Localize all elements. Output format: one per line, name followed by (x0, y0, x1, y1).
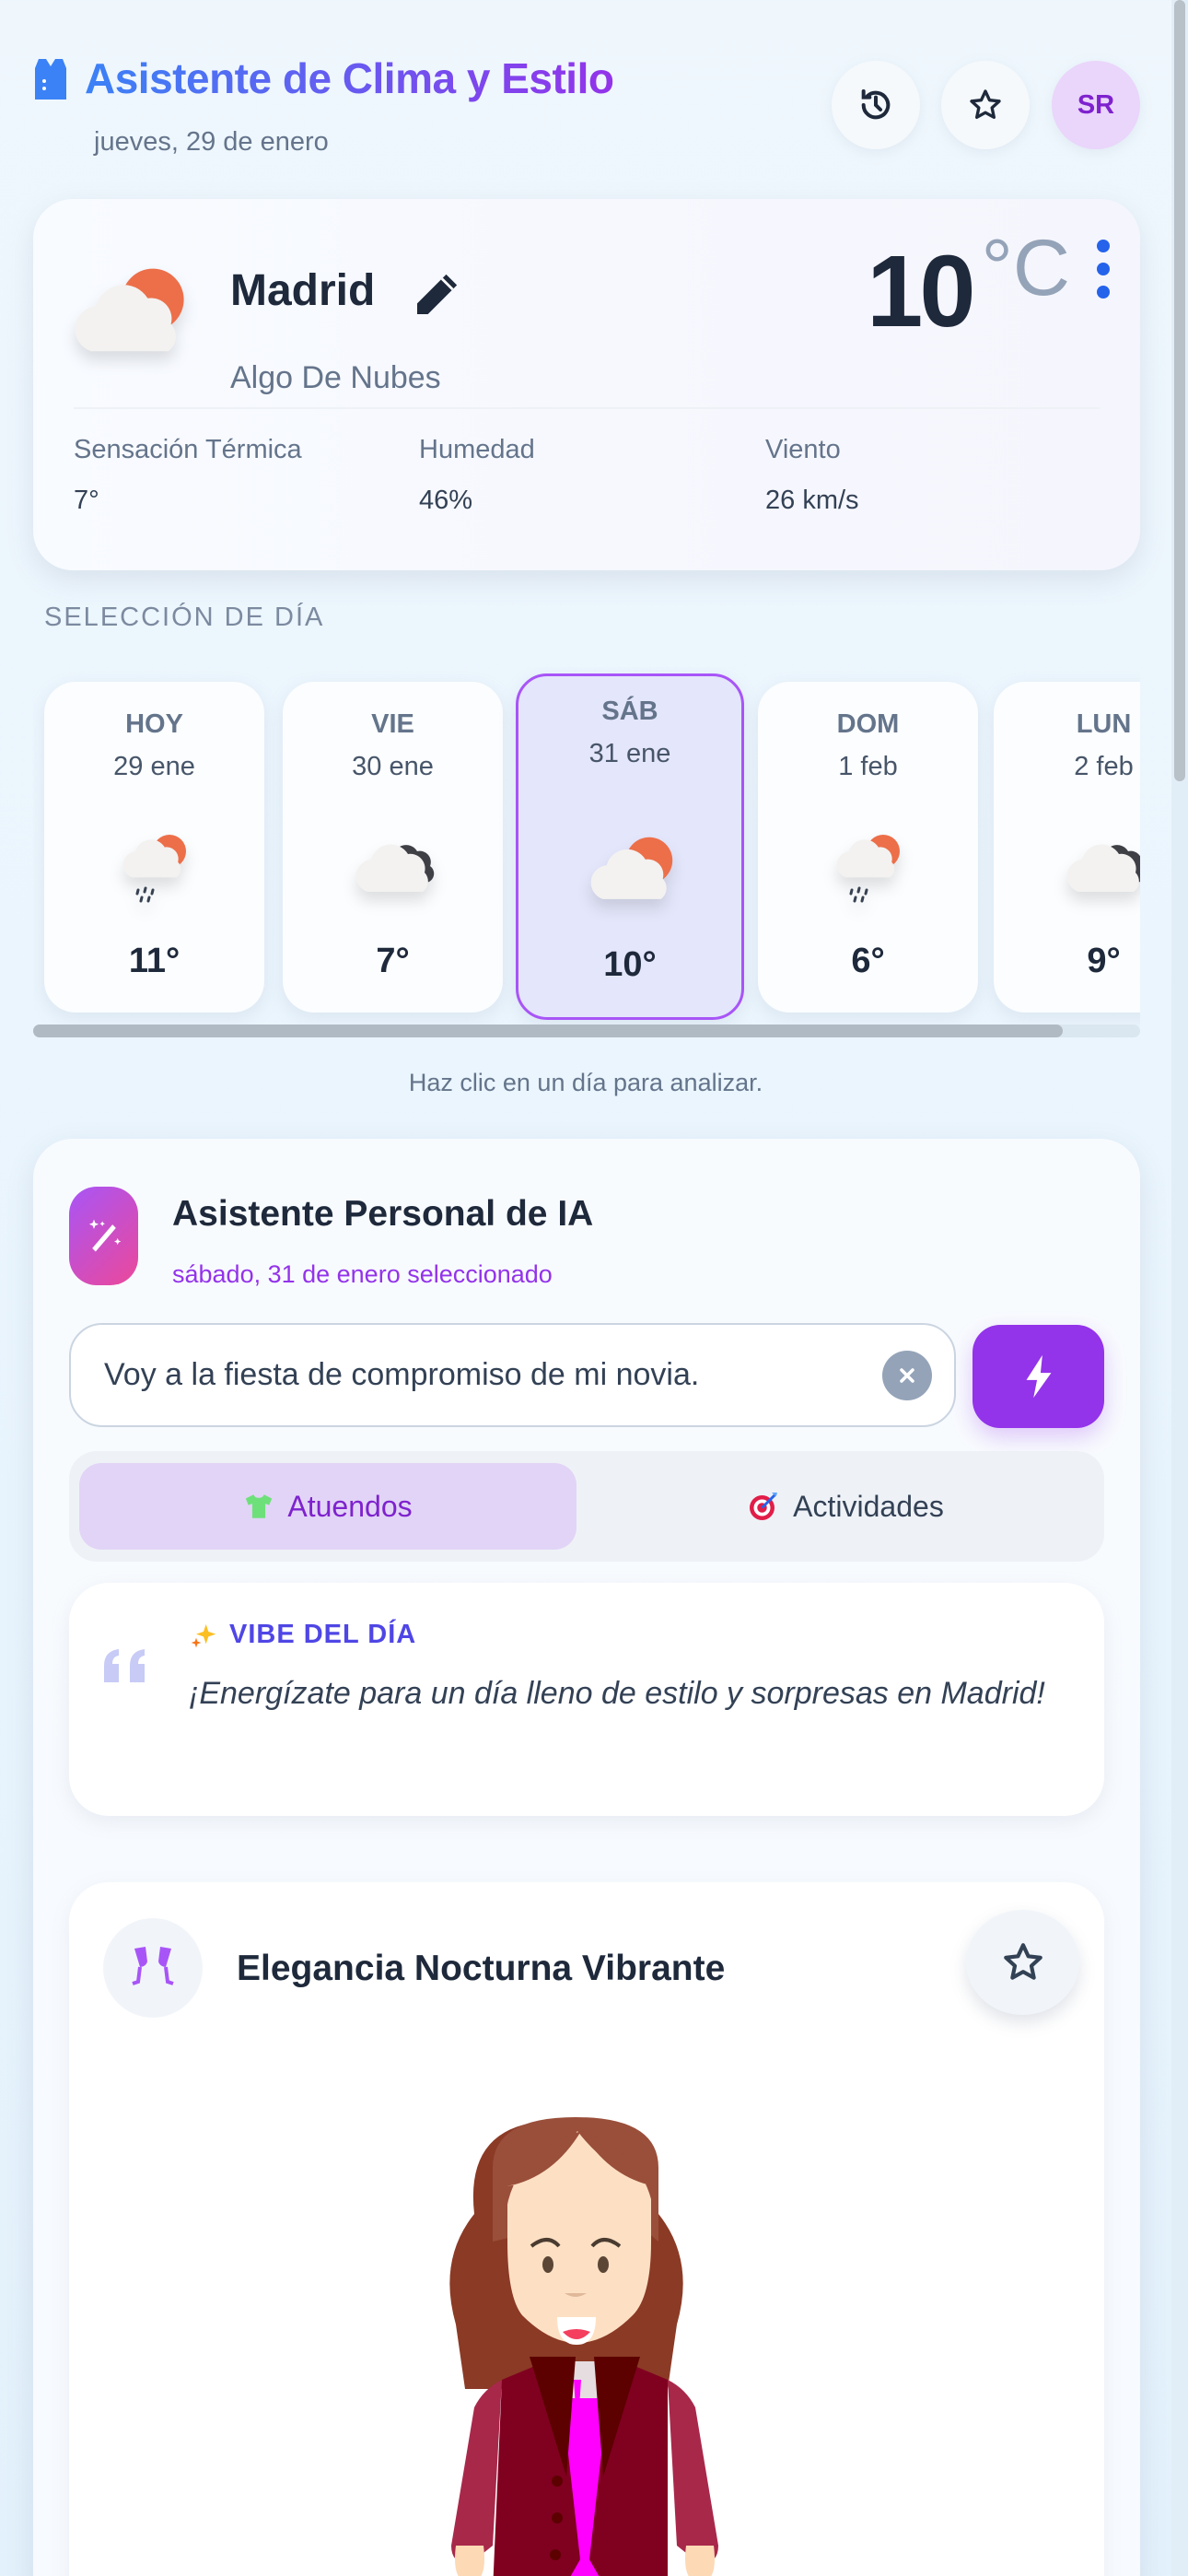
day-card[interactable]: VIE 30 ene 7° (283, 682, 503, 1013)
current-date: jueves, 29 de enero (94, 127, 329, 157)
day-card[interactable]: LUN 2 feb 9° (994, 682, 1140, 1013)
day-temp: 6° (851, 942, 885, 980)
sun-cloud-rain-icon (822, 820, 914, 917)
sun-cloud-rain-icon (109, 820, 201, 917)
target-icon (750, 1493, 778, 1520)
history-button[interactable] (832, 61, 920, 149)
day-date: 31 ene (588, 739, 671, 768)
favorites-button[interactable] (941, 61, 1030, 149)
cloudy-icon (1058, 820, 1140, 917)
day-temp: 7° (376, 942, 410, 980)
tab-activities[interactable]: Actividades (597, 1463, 1094, 1550)
quote-icon (104, 1649, 145, 1682)
magic-wand-icon (69, 1187, 138, 1285)
generate-button[interactable] (973, 1325, 1104, 1428)
star-icon (970, 89, 1001, 119)
cloudy-icon (347, 820, 439, 917)
ai-assistant-card: Asistente Personal de IA sábado, 31 de e… (33, 1139, 1140, 2576)
app-title: Asistente de Clima y Estilo (85, 54, 614, 102)
vibe-text: ¡Energízate para un día lleno de estilo … (189, 1676, 1045, 1711)
day-selector-scrollbar[interactable] (33, 1025, 1140, 1037)
day-date: 29 ene (113, 752, 195, 781)
more-vertical-icon (1097, 240, 1110, 299)
tshirt-icon (246, 1494, 273, 1518)
more-options-button[interactable] (1094, 238, 1112, 305)
close-icon (900, 1368, 914, 1383)
day-card[interactable]: DOM 1 feb 6° (758, 682, 978, 1013)
day-selection-heading: SELECCIÓN DE DÍA (44, 603, 325, 632)
lightning-icon (1026, 1354, 1051, 1399)
day-temp: 11° (128, 942, 181, 980)
feels-like-value: 7° (74, 486, 99, 515)
feels-like-label: Sensación Térmica (74, 435, 302, 464)
partly-cloudy-icon (582, 824, 679, 925)
divider (74, 407, 1100, 409)
user-avatar-button[interactable]: SR (1052, 61, 1140, 149)
day-date: 30 ene (352, 752, 434, 781)
day-temp: 10° (603, 945, 657, 984)
day-date: 2 feb (1074, 752, 1134, 781)
day-card-selected[interactable]: SÁB 31 ene 10° (516, 673, 744, 1020)
vibe-label: VIBE DEL DÍA (189, 1620, 416, 1650)
prompt-input-wrapper (69, 1323, 956, 1427)
humidity-value: 46% (419, 486, 473, 515)
day-card[interactable]: HOY 29 ene 11° (44, 682, 264, 1013)
outfit-card: Elegancia Nocturna Vibrante (69, 1882, 1104, 2576)
assistant-title: Asistente Personal de IA (172, 1194, 594, 1234)
day-name: VIE (371, 709, 414, 739)
page-scrollbar[interactable] (1171, 0, 1188, 2576)
current-weather-card: Madrid Algo De Nubes 10 °C Sensación Tér… (33, 199, 1140, 570)
day-name: SÁB (601, 697, 658, 726)
day-date: 1 feb (838, 752, 898, 781)
pencil-icon (417, 274, 458, 314)
edit-city-button[interactable] (411, 269, 462, 325)
tab-outfits[interactable]: Atuendos (79, 1463, 577, 1550)
weather-condition: Algo De Nubes (230, 360, 441, 395)
champagne-glasses-icon (103, 1918, 203, 2018)
temperature-unit: °C (981, 224, 1071, 312)
day-name: DOM (836, 709, 900, 739)
temperature-value: 10 (867, 235, 975, 348)
scrollbar-thumb[interactable] (33, 1025, 1063, 1037)
humidity-label: Humedad (419, 435, 535, 464)
temperature-display: 10 °C (867, 225, 1070, 347)
vest-icon (35, 59, 66, 100)
day-name: LUN (1076, 709, 1132, 739)
history-icon (861, 89, 891, 120)
partly-cloudy-icon (63, 251, 192, 384)
outfit-avatar-illustration (449, 2117, 718, 2576)
vibe-of-the-day-card: VIBE DEL DÍA ¡Energízate para un día lle… (69, 1583, 1104, 1816)
selected-day-label: sábado, 31 de enero seleccionado (172, 1260, 553, 1288)
day-selection-hint: Haz clic en un día para analizar. (408, 1069, 763, 1096)
day-name: HOY (125, 709, 183, 739)
clear-input-button[interactable] (882, 1351, 932, 1400)
city-name: Madrid (230, 266, 376, 315)
wind-value: 26 km/s (765, 486, 859, 515)
star-icon (1003, 1943, 1042, 1980)
tab-label: Actividades (793, 1489, 944, 1523)
day-selector: HOY 29 ene 11° VIE 30 ene 7° SÁB 31 ene 10° DO… (33, 667, 1140, 1026)
day-temp: 9° (1087, 942, 1121, 980)
wind-label: Viento (765, 435, 841, 464)
tab-label: Atuendos (287, 1489, 413, 1523)
vibe-label-text: VIBE DEL DÍA (229, 1620, 417, 1649)
page-scrollbar-thumb[interactable] (1174, 0, 1185, 781)
assistant-tabs: Atuendos Actividades (69, 1451, 1104, 1562)
app-header-title: Asistente de Clima y Estilo (33, 53, 614, 103)
sparkles-icon (191, 1623, 216, 1647)
favorite-outfit-button[interactable] (966, 1910, 1079, 2015)
prompt-input[interactable] (104, 1325, 859, 1425)
outfit-title: Elegancia Nocturna Vibrante (237, 1949, 726, 1988)
